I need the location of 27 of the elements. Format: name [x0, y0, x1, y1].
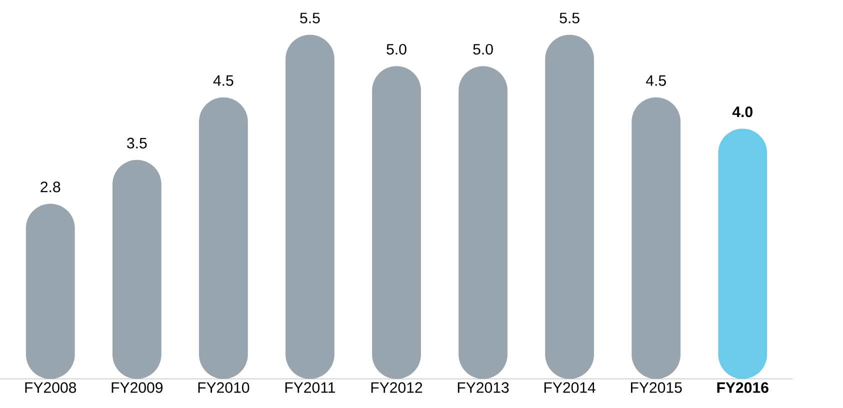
x-tick-label: FY2008	[25, 382, 76, 393]
x-tick-label: FY2011	[285, 382, 336, 393]
data-label: 3.5	[127, 138, 147, 148]
data-label: 4.5	[213, 75, 234, 86]
data-label: 5.0	[473, 44, 493, 55]
x-tick-label: FY2016	[717, 382, 768, 393]
x-tick-label: FY2009	[112, 382, 163, 393]
x-tick-label: FY2014	[544, 382, 596, 393]
bar	[198, 97, 248, 379]
bar	[112, 160, 162, 379]
x-tick-label: FY2015	[630, 382, 682, 393]
data-label: 4.5	[646, 75, 666, 86]
data-label: 2.8	[40, 182, 60, 192]
data-label: 5.0	[386, 44, 406, 55]
bar	[26, 204, 75, 379]
x-tick-label: FY2010	[198, 382, 250, 393]
x-tick-label: FY2013	[458, 382, 509, 393]
data-label: 4.0	[732, 106, 752, 118]
bar	[286, 34, 334, 379]
bar	[545, 34, 594, 379]
bar	[632, 97, 681, 379]
x-tick-label: FY2012	[371, 382, 422, 393]
bar	[458, 66, 508, 379]
bar	[372, 66, 421, 379]
data-label: 5.5	[560, 12, 580, 24]
bar	[718, 128, 768, 379]
data-label: 5.5	[300, 12, 320, 24]
